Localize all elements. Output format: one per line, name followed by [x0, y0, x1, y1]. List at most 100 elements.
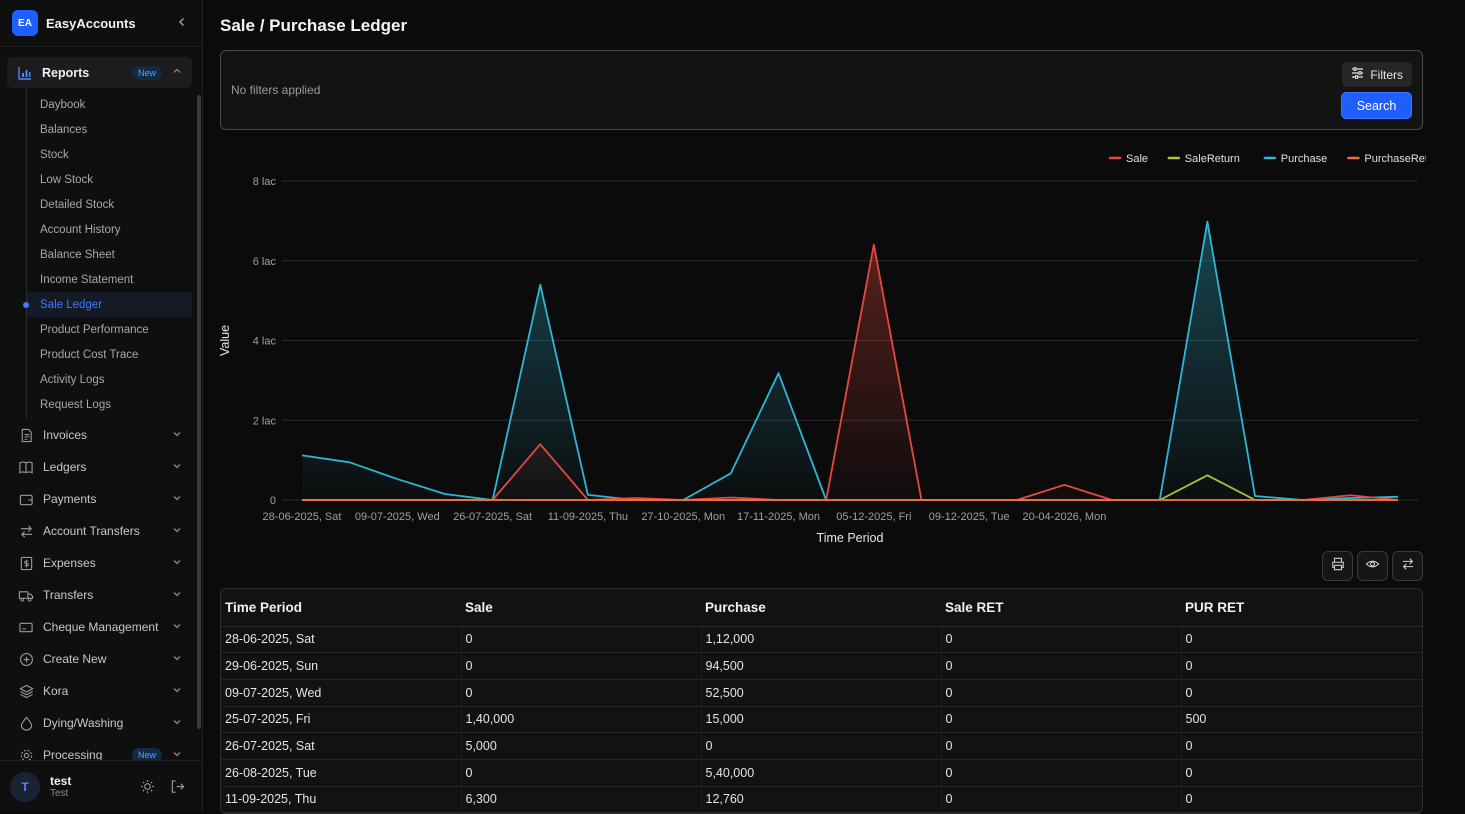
x-tick-label: 05-12-2025, Fri	[836, 511, 911, 523]
sidebar-group-invoices[interactable]: Invoices	[0, 419, 202, 451]
new-badge: New	[132, 66, 162, 80]
table-cell: 5,40,000	[701, 759, 941, 786]
y-tick-label: 8 lac	[253, 176, 277, 188]
bar-chart-icon	[17, 65, 33, 81]
sidebar-item-balances[interactable]: Balances	[27, 117, 202, 142]
sidebar-item-sale-ledger[interactable]: Sale Ledger	[27, 292, 192, 317]
sidebar-item-income-statement[interactable]: Income Statement	[27, 267, 202, 292]
logout-icon[interactable]	[162, 779, 192, 794]
sidebar-item-stock[interactable]: Stock	[27, 142, 202, 167]
print-button[interactable]	[1322, 551, 1353, 581]
table-cell: 29-06-2025, Sun	[221, 653, 461, 680]
sidebar-group-expenses[interactable]: Expenses	[0, 547, 202, 579]
chevron-down-icon	[172, 525, 182, 538]
sidebar-item-balance-sheet[interactable]: Balance Sheet	[27, 242, 202, 267]
toggle-visibility-button[interactable]	[1357, 551, 1388, 581]
theme-toggle-sun-icon[interactable]	[132, 779, 162, 794]
table-cell: 0	[1181, 786, 1422, 813]
y-tick-label: 6 lac	[253, 256, 277, 268]
sidebar-item-account-history[interactable]: Account History	[27, 217, 202, 242]
sidebar-group-label: Processing	[43, 748, 132, 760]
app-name: EasyAccounts	[46, 16, 174, 31]
table-cell: 11-09-2025, Thu	[221, 786, 461, 813]
eye-icon	[1365, 557, 1380, 576]
x-tick-label: 27-10-2025, Mon	[641, 511, 725, 523]
table-cell: 28-06-2025, Sat	[221, 626, 461, 653]
x-tick-label: 20-04-2026, Mon	[1023, 511, 1107, 523]
x-tick-label: 28-06-2025, Sat	[263, 511, 342, 523]
table-cell: 0	[1181, 626, 1422, 653]
user-bar: T test Test	[0, 760, 202, 812]
y-tick-label: 2 lac	[253, 415, 277, 427]
table-cell: 94,500	[701, 653, 941, 680]
table-cell: 0	[941, 759, 1181, 786]
y-tick-label: 4 lac	[253, 336, 277, 348]
filters-button[interactable]: Filters	[1342, 62, 1412, 87]
avatar[interactable]: T	[10, 772, 40, 802]
ledger-table-container: Time Period Sale Purchase Sale RET PUR R…	[220, 588, 1423, 814]
sidebar-group-kora[interactable]: Kora	[0, 675, 202, 707]
sidebar-item-detailed-stock[interactable]: Detailed Stock	[27, 192, 202, 217]
table-cell: 09-07-2025, Wed	[221, 679, 461, 706]
table-cell: 0	[941, 653, 1181, 680]
x-tick-label: 26-07-2025, Sat	[453, 511, 532, 523]
table-cell: 1,40,000	[461, 706, 701, 733]
chevron-down-icon	[172, 749, 182, 761]
table-toolbar	[1322, 551, 1423, 581]
ledger-table: Time Period Sale Purchase Sale RET PUR R…	[221, 589, 1422, 813]
x-tick-label: 09-07-2025, Wed	[355, 511, 440, 523]
swap-arrows-icon	[1401, 557, 1415, 576]
sidebar-item-activity-logs[interactable]: Activity Logs	[27, 367, 202, 392]
sidebar-group-label: Transfers	[43, 588, 172, 602]
sidebar-group-label: Ledgers	[43, 460, 172, 474]
sidebar-group-account-transfers[interactable]: Account Transfers	[0, 515, 202, 547]
sidebar-group-create-new[interactable]: Create New	[0, 643, 202, 675]
chevron-down-icon	[172, 429, 182, 442]
y-tick-label: 0	[270, 495, 276, 507]
table-cell: 26-07-2025, Sat	[221, 733, 461, 760]
gear-icon	[18, 747, 34, 760]
new-badge: New	[132, 748, 162, 760]
search-button[interactable]: Search	[1341, 92, 1412, 119]
sidebar: EA EasyAccounts Reports New Daybook Bala	[0, 0, 203, 812]
sidebar-item-daybook[interactable]: Daybook	[27, 92, 202, 117]
sidebar-item-low-stock[interactable]: Low Stock	[27, 167, 202, 192]
truck-icon	[18, 587, 34, 603]
sidebar-item-product-performance[interactable]: Product Performance	[27, 317, 202, 342]
filters-button-label: Filters	[1370, 68, 1403, 82]
transfer-icon	[18, 523, 34, 539]
column-header-sale-ret[interactable]: Sale RET	[941, 589, 1181, 626]
x-tick-label: 17-11-2025, Mon	[737, 511, 820, 523]
column-header-pur-ret[interactable]: PUR RET	[1181, 589, 1422, 626]
column-header-time-period[interactable]: Time Period	[221, 589, 461, 626]
swap-columns-button[interactable]	[1392, 551, 1423, 581]
sliders-icon	[1351, 67, 1364, 82]
sidebar-group-transfers[interactable]: Transfers	[0, 579, 202, 611]
table-header-row: Time Period Sale Purchase Sale RET PUR R…	[221, 589, 1422, 626]
sidebar-group-reports[interactable]: Reports New	[7, 57, 192, 88]
sidebar-group-dying-washing[interactable]: Dying/Washing	[0, 707, 202, 739]
user-name: test	[50, 774, 132, 788]
table-cell: 1,12,000	[701, 626, 941, 653]
sidebar-nav: Reports New Daybook Balances Stock Low S…	[0, 47, 202, 760]
column-header-sale[interactable]: Sale	[461, 589, 701, 626]
sidebar-group-cheque-management[interactable]: Cheque Management	[0, 611, 202, 643]
chevron-down-icon	[172, 653, 182, 666]
sidebar-group-processing[interactable]: Processing New	[0, 739, 202, 760]
sidebar-item-product-cost-trace[interactable]: Product Cost Trace	[27, 342, 202, 367]
table-cell: 25-07-2025, Fri	[221, 706, 461, 733]
sidebar-group-ledgers[interactable]: Ledgers	[0, 451, 202, 483]
chevron-down-icon	[172, 717, 182, 730]
collapse-sidebar-icon[interactable]	[174, 15, 190, 31]
chevron-up-icon	[172, 66, 182, 79]
chevron-down-icon	[172, 589, 182, 602]
sidebar-group-label: Account Transfers	[43, 524, 172, 538]
sidebar-group-label: Dying/Washing	[43, 716, 172, 730]
sidebar-item-request-logs[interactable]: Request Logs	[27, 392, 202, 417]
receipt-icon	[18, 555, 34, 571]
sidebar-group-payments[interactable]: Payments	[0, 483, 202, 515]
column-header-purchase[interactable]: Purchase	[701, 589, 941, 626]
table-cell: 500	[1181, 706, 1422, 733]
